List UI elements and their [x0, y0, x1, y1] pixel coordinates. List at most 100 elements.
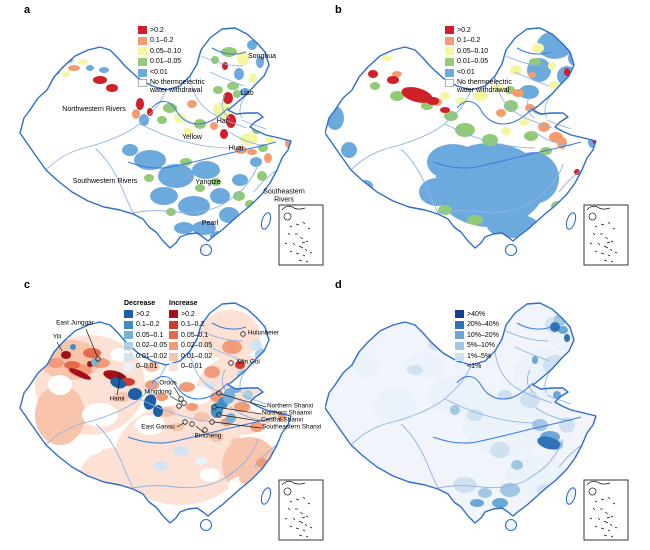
legend-withdrawal-label: 0.01–0.05 [150, 58, 182, 66]
legend-decrease-swatch [124, 310, 133, 319]
legend-percent-swatch [455, 342, 464, 351]
legend-percent-swatch [455, 320, 464, 329]
legend-withdrawal-label: 0.05–0.10 [150, 47, 182, 55]
rivers [432, 322, 582, 444]
taiwan-island [565, 487, 577, 505]
panel-b-letter: b [335, 4, 342, 16]
coal-base-markers [56, 328, 267, 434]
legend-withdrawal-label: 0.01–0.05 [457, 58, 489, 66]
legend-decrease: Decrease >0.2 0.1–0.2 0.05–0.1 0.02–0.05 0.01… [124, 300, 167, 373]
legend-decrease-swatch [124, 352, 133, 361]
legend-increase-item: 0.05–0.1 [169, 330, 212, 341]
map-label-southeastern: Southeastern Rivers [263, 188, 305, 203]
legend-increase: Increase >0.2 0.1–0.2 0.05–0.1 0.02–0.05 0.01… [169, 300, 212, 373]
map-label-ordos: Ordos [159, 379, 177, 387]
legend-withdrawal-b: >0.2 0.1–0.2 0.05–0.10 0.01–0.05 <0.01 No the… [445, 25, 523, 94]
map-label-xilin-gol: Xilin Gol [236, 358, 260, 366]
china-map-percent [325, 302, 629, 541]
legend-decrease-item: 0.02–0.05 [124, 341, 167, 352]
map-label-yili: Yili [52, 333, 62, 341]
legend-decrease-item: 0–0.01 [124, 362, 167, 373]
legend-withdrawal-item: >0.2 [445, 25, 523, 36]
legend-withdrawal-label: <0.01 [150, 68, 168, 76]
legend-increase-label: 0.05–0.1 [181, 331, 209, 339]
map-label-bincheng: Bincheng [194, 432, 222, 440]
map-label-east-junggar: East Junggar [56, 319, 94, 327]
legend-decrease-item: 0.05–0.1 [124, 330, 167, 341]
legend-withdrawal-label: >0.2 [457, 26, 471, 34]
map-label-pearl: Pearl [201, 220, 219, 228]
legend-withdrawal-swatch [445, 68, 454, 77]
legend-withdrawal-label: 0.1–0.2 [150, 37, 174, 45]
south-china-sea-inset [278, 479, 324, 541]
panel-c: c Decrease >0.2 0.1–0.2 0.05–0.1 0.02–0.05 0.… [0, 275, 325, 550]
basin-boundaries [45, 55, 278, 214]
legend-increase-item: 0–0.01 [169, 362, 212, 373]
legend-decrease-title: Decrease [124, 300, 156, 307]
rivers [127, 322, 277, 444]
legend-percent-swatch [455, 363, 464, 372]
panel-c-letter: c [24, 279, 31, 291]
legend-percent-item: >40% [455, 309, 499, 320]
legend-percent-label: 10%–20% [467, 331, 499, 339]
map-label-yangtze: Yangtze [195, 179, 221, 187]
legend-increase-label: 0–0.01 [181, 363, 203, 371]
map-label-southeastern-shanxi: Southeastern Shanxi [262, 423, 322, 431]
legend-increase-swatch [169, 310, 178, 319]
taiwan-island [260, 487, 272, 505]
legend-withdrawal-swatch [445, 36, 454, 45]
legend-increase-swatch [169, 331, 178, 340]
legend-percent-item: 5%–10% [455, 341, 499, 352]
rivers [127, 47, 277, 169]
legend-increase-swatch [169, 352, 178, 361]
china-map-group [19, 27, 324, 266]
legend-withdrawal-swatch [445, 26, 454, 35]
legend-withdrawal-item: 0.1–0.2 [445, 36, 523, 47]
legend-percent-swatch [455, 310, 464, 319]
basin-boundaries [350, 330, 583, 489]
panel-d: d >40% 20%–40% 10%–20% 5%–10% 1%–5% <1% [325, 275, 650, 550]
legend-withdrawal-swatch [445, 47, 454, 56]
legend-decrease-swatch [124, 363, 133, 372]
hainan-island [504, 243, 518, 257]
legend-increase-title: Increase [169, 300, 198, 307]
legend-decrease-item: 0.1–0.2 [124, 320, 167, 331]
legend-decrease-label: 0.01–0.02 [136, 352, 168, 360]
taiwan-island [260, 212, 272, 230]
map-label-central-shanxi: Central Shanxi [261, 416, 303, 424]
legend-withdrawal-a: >0.2 0.1–0.2 0.05–0.10 0.01–0.05 <0.01 No the… [138, 25, 216, 94]
china-map-group [325, 27, 629, 266]
legend-withdrawal-label: >0.2 [150, 26, 164, 34]
legend-increase-label: 0.01–0.02 [181, 352, 213, 360]
legend-withdrawal-item: 0.05–0.10 [445, 46, 523, 57]
legend-withdrawal-item: No thermoelectric water withdrawal [138, 78, 216, 94]
hainan-island [199, 243, 213, 257]
legend-decrease-item: >0.2 [124, 309, 167, 320]
map-label-hami: Hami [109, 395, 125, 403]
hainan-island [504, 518, 518, 532]
legend-increase-swatch [169, 342, 178, 351]
legend-withdrawal-item: <0.01 [445, 67, 523, 78]
map-label-southwestern: Southwestern Rivers [72, 178, 138, 186]
legend-increase-swatch [169, 363, 178, 372]
legend-percent-swatch [455, 331, 464, 340]
rivers [432, 47, 582, 169]
china-map-withdrawal-scenario [325, 27, 629, 266]
legend-decrease-swatch [124, 320, 133, 329]
panel-a: a >0.2 0.1–0.2 0.05–0.10 0.01–0.05 <0.01 No t… [0, 0, 325, 275]
china-map-change [19, 302, 324, 541]
legend-percent-label: 20%–40% [467, 321, 499, 329]
legend-decrease-label: 0.02–0.05 [136, 342, 168, 350]
map-label-songhua: Songhua [247, 53, 277, 61]
legend-withdrawal-swatch [138, 47, 147, 56]
legend-percent-swatch [455, 352, 464, 361]
hainan-island [199, 518, 213, 532]
legend-percent-label: >40% [467, 310, 486, 318]
legend-percent-item: 20%–40% [455, 320, 499, 331]
map-label-huai: Huai [228, 145, 244, 153]
legend-percent: >40% 20%–40% 10%–20% 5%–10% 1%–5% <1% [455, 309, 499, 373]
map-label-northern-shanxi: Northern Shanxi [267, 402, 314, 410]
map-label-east-gansu: East Gansu [141, 423, 175, 431]
legend-withdrawal-item: 0.01–0.05 [138, 57, 216, 68]
